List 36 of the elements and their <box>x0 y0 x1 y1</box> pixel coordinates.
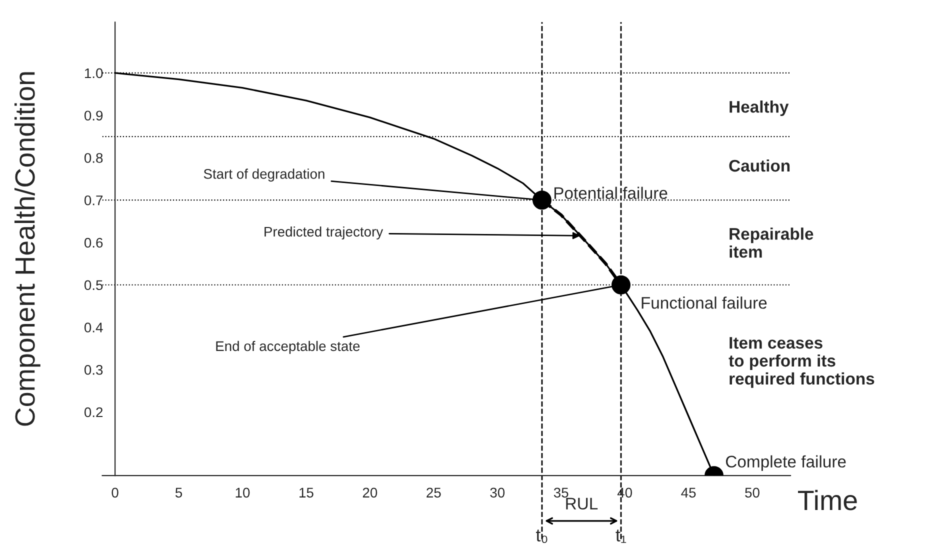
annotation: Item ceases to perform its required functions <box>728 337 874 388</box>
ref-line-label: t₁ <box>616 530 626 543</box>
x-tick-label: 35 <box>554 488 568 498</box>
annotation: Complete failure <box>726 455 846 471</box>
ref-line-label: t₀ <box>536 530 548 543</box>
y-axis-title: Component Health/Condition <box>14 72 40 426</box>
annotation: Start of degradation <box>204 168 324 182</box>
y-tick-label: 0.2 <box>84 407 103 418</box>
annotation: Functional failure <box>642 296 767 309</box>
x-tick-label: 50 <box>745 488 760 498</box>
annotation: Potential failure <box>554 186 668 200</box>
x-tick-label: 0 <box>112 488 118 498</box>
annotation: Healthy <box>730 100 789 116</box>
point <box>612 275 630 294</box>
x-axis-title: Time <box>798 490 857 510</box>
x-tick-label: 5 <box>175 488 182 498</box>
annotation: Repairable item <box>730 228 814 258</box>
annotation: End of acceptable state <box>216 340 360 354</box>
y-tick-label: 0.8 <box>84 153 103 163</box>
y-tick-label: 0.7 <box>84 195 103 206</box>
y-tick-label: 0.6 <box>84 238 103 248</box>
x-tick-label: 25 <box>426 488 441 498</box>
x-tick-label: 30 <box>490 488 505 498</box>
x-tick-label: 20 <box>362 488 378 498</box>
point <box>532 190 552 210</box>
x-tick-label: 10 <box>236 488 250 498</box>
y-tick-label: 0.4 <box>84 322 103 332</box>
annotation: Predicted trajectory <box>264 226 384 240</box>
y-tick-label: 0.5 <box>84 280 103 290</box>
y-tick-label: 0.3 <box>84 364 103 375</box>
y-tick-label: 1.0 <box>84 68 103 78</box>
annotation: Caution <box>729 159 790 172</box>
x-tick-label: 15 <box>300 488 314 498</box>
y-tick-label: 0.9 <box>84 110 103 121</box>
text: RUL <box>566 498 598 510</box>
x-tick-label: 45 <box>681 488 696 498</box>
